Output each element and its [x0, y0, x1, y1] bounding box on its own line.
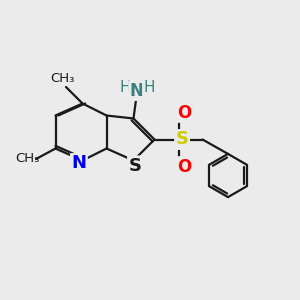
Text: H: H	[119, 80, 131, 95]
Text: S: S	[128, 157, 142, 175]
Text: H: H	[143, 80, 155, 95]
Text: N: N	[130, 82, 143, 100]
Text: CH₃: CH₃	[15, 152, 40, 166]
Text: N: N	[71, 154, 86, 172]
Text: O: O	[177, 103, 191, 122]
Text: CH₃: CH₃	[50, 72, 75, 85]
Text: O: O	[177, 158, 191, 175]
Text: S: S	[176, 130, 189, 148]
